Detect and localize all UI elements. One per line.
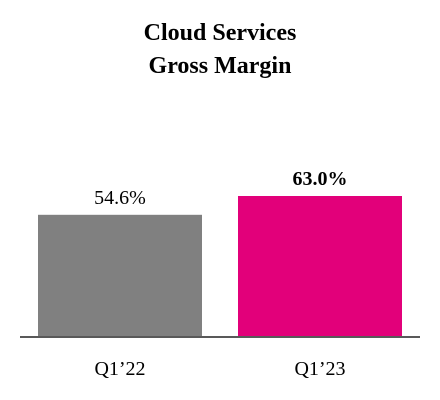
data-label-2: 63.0% [293, 168, 348, 190]
plot-area: 54.6% Q1’22 63.0% Q1’23 [20, 168, 420, 380]
chart-title-line-2: Gross Margin [149, 53, 292, 79]
x-tick-label-1: Q1’22 [94, 358, 145, 380]
chart-title-line-1: Cloud Services [144, 20, 297, 46]
data-label-1: 54.6% [94, 187, 146, 209]
bar-1 [38, 214, 202, 337]
bar-2 [238, 196, 402, 337]
x-tick-label-2: Q1’23 [294, 358, 345, 380]
